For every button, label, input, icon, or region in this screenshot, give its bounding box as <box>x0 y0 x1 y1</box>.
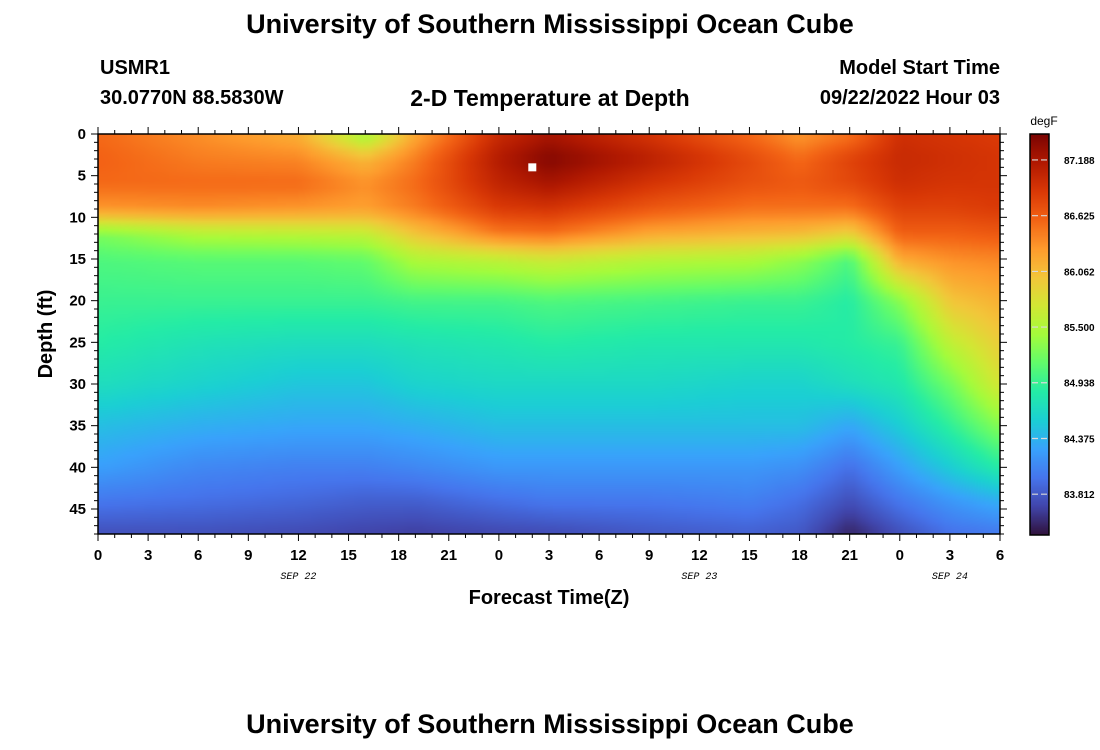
colorbar-tick-label: 86.062 <box>1064 267 1095 278</box>
y-tick-label: 45 <box>69 501 86 518</box>
y-tick-label: 35 <box>69 418 86 435</box>
page-title: University of Southern Mississippi Ocean… <box>246 9 854 39</box>
colorbar-tick-label: 84.375 <box>1064 434 1095 445</box>
station-id: USMR1 <box>100 57 171 79</box>
model-start-value: 09/22/2022 Hour 03 <box>819 87 1000 109</box>
date-label: SEP 22 <box>280 572 316 583</box>
x-tick-label: 21 <box>841 547 858 564</box>
y-tick-label: 0 <box>78 126 86 143</box>
colorbar-tick-label: 84.938 <box>1064 379 1095 390</box>
y-tick-label: 20 <box>69 293 86 310</box>
y-tick-label: 10 <box>69 209 86 226</box>
x-tick-label: 9 <box>645 547 653 564</box>
x-tick-label: 12 <box>290 547 307 564</box>
x-tick-label: 3 <box>144 547 152 564</box>
station-coordinates: 30.0770N 88.5830W <box>100 87 284 109</box>
colorbar-tick-label: 86.625 <box>1064 212 1095 223</box>
y-axis-title: Depth (ft) <box>35 290 57 379</box>
heatmap <box>98 134 1000 534</box>
y-axis: 0 5 10 15 20 25 30 35 40 45 <box>69 126 1007 535</box>
colorbar-tick-label: 87.188 <box>1064 156 1095 167</box>
y-tick-label: 25 <box>69 334 86 351</box>
x-tick-label: 0 <box>495 547 503 564</box>
colorbar-ticks: 87.188 86.625 86.062 85.500 84.938 84.375 83.8… <box>1032 156 1095 501</box>
x-tick-label: 15 <box>340 547 357 564</box>
colorbar-unit: degF <box>1030 114 1057 128</box>
colorbar-tick-label: 85.500 <box>1064 323 1095 334</box>
date-labels: SEP 22 SEP 23 SEP 24 <box>280 572 967 583</box>
y-tick-label: 15 <box>69 251 86 268</box>
x-tick-label: 18 <box>390 547 407 564</box>
colorbar-tick-label: 83.812 <box>1064 490 1095 501</box>
x-tick-label: 12 <box>691 547 708 564</box>
chart-title: 2-D Temperature at Depth <box>410 85 690 111</box>
date-label: SEP 24 <box>932 572 968 583</box>
footer-title: University of Southern Mississippi Ocean… <box>246 709 854 739</box>
x-axis: 0 3 6 9 12 15 18 21 0 3 6 9 12 15 18 21 0 3 6 <box>94 127 1004 564</box>
y-tick-label: 40 <box>69 459 86 476</box>
x-tick-label: 6 <box>996 547 1004 564</box>
x-tick-label: 9 <box>244 547 252 564</box>
colorbar <box>1030 134 1049 535</box>
x-tick-label: 15 <box>741 547 758 564</box>
x-tick-label: 3 <box>946 547 954 564</box>
y-tick-label: 30 <box>69 376 86 393</box>
x-tick-label: 21 <box>440 547 457 564</box>
y-tick-label: 5 <box>78 168 86 185</box>
date-label: SEP 23 <box>681 572 717 583</box>
x-tick-label: 6 <box>595 547 603 564</box>
x-tick-label: 3 <box>545 547 553 564</box>
model-start-label: Model Start Time <box>839 57 1000 79</box>
x-tick-label: 6 <box>194 547 202 564</box>
x-tick-label: 0 <box>94 547 102 564</box>
colorbar-frame <box>1029 133 1050 536</box>
x-tick-label: 0 <box>896 547 904 564</box>
x-axis-title: Forecast Time(Z) <box>469 587 630 609</box>
point-marker <box>528 163 537 172</box>
x-tick-label: 18 <box>791 547 808 564</box>
